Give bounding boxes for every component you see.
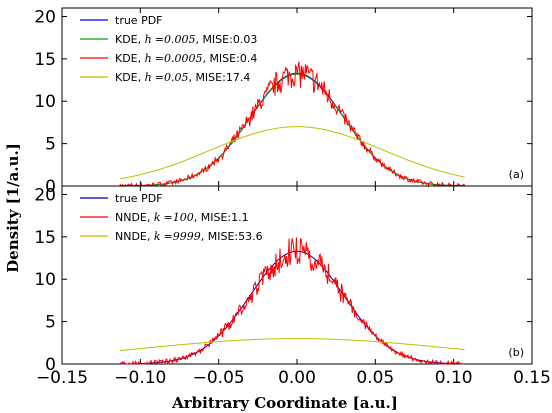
x-tick-label: 0.00 <box>278 368 316 388</box>
legend-text: , MISE:53.6 <box>201 230 263 243</box>
legend-value: =0.0005 <box>155 52 203 65</box>
legend-text: KDE, <box>115 52 145 65</box>
y-tick-label: 20 <box>34 185 56 205</box>
x-ticks: −0.15 −0.10 −0.05 0.00 0.05 0.10 0.15 <box>36 368 551 388</box>
y-tick-label: 0 <box>45 355 56 375</box>
legend-value: =0.05 <box>155 71 189 84</box>
legend-label: true PDF <box>115 14 163 27</box>
x-tick-label: −0.05 <box>193 368 245 388</box>
x-tick-label: 0.05 <box>356 368 394 388</box>
y-tick-label: 0 <box>45 177 56 197</box>
series-line <box>119 72 465 187</box>
legend-label: NNDE, k =100, MISE:1.1 <box>115 211 249 224</box>
y-tick-label: 10 <box>34 270 56 290</box>
y-tick-label: 5 <box>45 135 56 155</box>
panel-label: (b) <box>508 346 524 359</box>
y-tick-label: 15 <box>34 50 56 70</box>
panel-label: (a) <box>509 168 524 181</box>
legend-text: KDE, <box>115 71 145 84</box>
x-tick-label: 0.10 <box>435 368 473 388</box>
legend-text: KDE, <box>115 33 145 46</box>
series-line <box>119 338 465 352</box>
legend-text: , MISE:0.4 <box>202 52 257 65</box>
y-tick-label: 20 <box>34 7 56 27</box>
y-tick-label: 5 <box>45 313 56 333</box>
series-line <box>119 250 465 365</box>
legend-value: =0.005 <box>155 33 196 46</box>
legend-text: , MISE:1.1 <box>194 211 249 224</box>
x-tick-label: −0.15 <box>36 368 88 388</box>
series-line <box>119 126 465 180</box>
legend-symbol: h <box>145 71 152 84</box>
legend-symbol: k <box>154 211 161 224</box>
series-line <box>119 61 466 188</box>
legend-value: =100 <box>164 211 194 224</box>
x-axis-label: Arbitrary Coordinate [a.u.] <box>171 394 398 412</box>
legend-value: =9999 <box>164 230 201 243</box>
legend-label: KDE, h =0.0005, MISE:0.4 <box>115 52 257 65</box>
legend-label: true PDF <box>115 192 163 205</box>
legend-text: NNDE, <box>115 230 154 243</box>
legend-label: KDE, h =0.005, MISE:0.03 <box>115 33 257 46</box>
x-tick-label: 0.15 <box>513 368 551 388</box>
y-axis-label: Density [1/a.u.] <box>4 143 22 273</box>
series-line <box>119 237 465 366</box>
x-tick-label: −0.10 <box>114 368 166 388</box>
legend-text: , MISE:17.4 <box>188 71 250 84</box>
legend-text: NNDE, <box>115 211 154 224</box>
legend-text: , MISE:0.03 <box>195 33 257 46</box>
y-tick-label: 10 <box>34 92 56 112</box>
y-tick-label: 15 <box>34 228 56 248</box>
legend-label: KDE, h =0.05, MISE:17.4 <box>115 71 250 84</box>
legend-symbol: h <box>145 33 152 46</box>
series-line <box>119 73 465 187</box>
legend-symbol: h <box>145 52 152 65</box>
legend-symbol: k <box>154 230 161 243</box>
legend-label: NNDE, k =9999, MISE:53.6 <box>115 230 263 243</box>
